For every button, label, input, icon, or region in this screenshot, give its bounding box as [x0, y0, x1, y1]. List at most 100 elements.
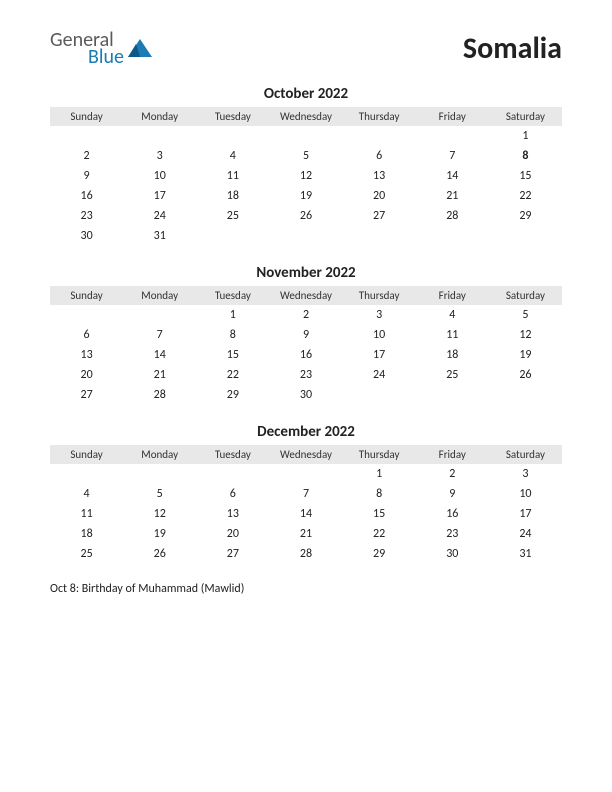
calendar-cell: 9	[416, 484, 489, 504]
calendar-cell: 11	[416, 325, 489, 345]
calendar-cell: 31	[489, 544, 562, 564]
calendar-cell: 27	[50, 385, 123, 405]
calendar-table: SundayMondayTuesdayWednesdayThursdayFrid…	[50, 286, 562, 405]
calendar-cell: 4	[416, 305, 489, 325]
calendar-cell: 10	[489, 484, 562, 504]
calendar-cell: 30	[269, 385, 342, 405]
calendar-cell	[343, 385, 416, 405]
country-title: Somalia	[463, 30, 562, 67]
calendar-cell: 4	[50, 484, 123, 504]
calendar-cell: 26	[489, 365, 562, 385]
calendar-row: 23242526272829	[50, 206, 562, 226]
header: General Blue Somalia	[50, 30, 562, 67]
month-block: December 2022SundayMondayTuesdayWednesda…	[50, 423, 562, 564]
calendar-cell: 26	[123, 544, 196, 564]
calendar-cell: 24	[489, 524, 562, 544]
calendar-cell	[416, 226, 489, 246]
calendar-cell: 3	[123, 146, 196, 166]
calendar-row: 123	[50, 464, 562, 484]
calendar-cell: 21	[416, 186, 489, 206]
day-header: Monday	[123, 445, 196, 464]
calendar-cell: 6	[50, 325, 123, 345]
calendar-cell: 2	[416, 464, 489, 484]
calendar-cell: 17	[489, 504, 562, 524]
calendar-cell: 6	[196, 484, 269, 504]
calendar-cell: 12	[269, 166, 342, 186]
day-header: Saturday	[489, 286, 562, 305]
day-header: Friday	[416, 445, 489, 464]
calendar-cell	[50, 305, 123, 325]
calendar-cell: 22	[489, 186, 562, 206]
day-header: Sunday	[50, 286, 123, 305]
calendar-cell: 14	[123, 345, 196, 365]
calendar-cell: 2	[50, 146, 123, 166]
calendar-cell: 5	[269, 146, 342, 166]
calendar-cell: 11	[196, 166, 269, 186]
calendar-cell: 7	[123, 325, 196, 345]
calendar-cell: 17	[343, 345, 416, 365]
day-header: Wednesday	[269, 107, 342, 126]
calendar-cell: 23	[50, 206, 123, 226]
holiday-footnote: Oct 8: Birthday of Muhammad (Mawlid)	[50, 582, 562, 596]
calendar-cell	[416, 385, 489, 405]
calendar-cell: 20	[343, 186, 416, 206]
calendar-row: 25262728293031	[50, 544, 562, 564]
calendar-cell: 8	[489, 146, 562, 166]
calendar-cell: 23	[269, 365, 342, 385]
calendar-cell	[269, 464, 342, 484]
day-header: Tuesday	[196, 286, 269, 305]
calendar-cell: 2	[269, 305, 342, 325]
calendar-cell: 17	[123, 186, 196, 206]
calendar-cell: 13	[196, 504, 269, 524]
calendar-cell: 8	[196, 325, 269, 345]
calendar-cell	[50, 126, 123, 146]
calendar-cell: 28	[123, 385, 196, 405]
calendar-cell: 6	[343, 146, 416, 166]
calendar-cell	[196, 464, 269, 484]
calendar-row: 3031	[50, 226, 562, 246]
calendar-row: 27282930	[50, 385, 562, 405]
calendar-row: 6789101112	[50, 325, 562, 345]
calendar-cell: 13	[50, 345, 123, 365]
day-header: Tuesday	[196, 445, 269, 464]
calendar-row: 12345	[50, 305, 562, 325]
calendar-cell: 7	[269, 484, 342, 504]
day-header: Sunday	[50, 107, 123, 126]
calendar-cell	[489, 385, 562, 405]
logo-triangle-icon	[128, 39, 152, 57]
day-header: Thursday	[343, 445, 416, 464]
calendar-cell: 28	[416, 206, 489, 226]
day-header: Sunday	[50, 445, 123, 464]
calendar-cell	[196, 226, 269, 246]
calendar-cell	[50, 464, 123, 484]
calendar-cell	[489, 226, 562, 246]
calendar-cell: 30	[416, 544, 489, 564]
calendar-cell: 18	[50, 524, 123, 544]
calendar-cell: 30	[50, 226, 123, 246]
calendar-row: 18192021222324	[50, 524, 562, 544]
calendar-cell: 16	[269, 345, 342, 365]
calendar-cell: 7	[416, 146, 489, 166]
calendar-row: 13141516171819	[50, 345, 562, 365]
calendar-table: SundayMondayTuesdayWednesdayThursdayFrid…	[50, 445, 562, 564]
calendar-cell: 5	[489, 305, 562, 325]
calendar-cell: 19	[269, 186, 342, 206]
calendar-row: 1	[50, 126, 562, 146]
calendar-cell: 22	[343, 524, 416, 544]
calendar-cell: 10	[343, 325, 416, 345]
calendar-cell: 15	[343, 504, 416, 524]
calendar-cell: 9	[50, 166, 123, 186]
day-header: Tuesday	[196, 107, 269, 126]
calendar-cell: 15	[196, 345, 269, 365]
calendar-cell: 3	[489, 464, 562, 484]
calendar-cell: 14	[416, 166, 489, 186]
calendar-cell	[343, 226, 416, 246]
calendar-cell: 15	[489, 166, 562, 186]
calendar-cell: 19	[123, 524, 196, 544]
calendar-cell: 12	[123, 504, 196, 524]
calendar-cell: 25	[196, 206, 269, 226]
calendar-cell: 16	[416, 504, 489, 524]
calendar-cell	[123, 126, 196, 146]
calendar-cell: 25	[416, 365, 489, 385]
calendar-cell: 24	[123, 206, 196, 226]
